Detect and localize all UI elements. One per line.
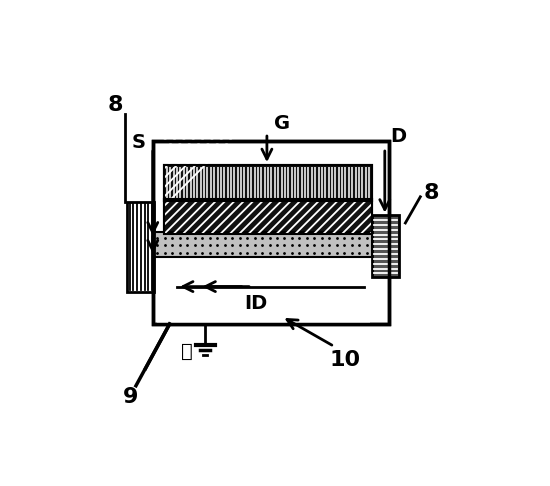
Bar (164, 165, 372, 201)
Bar (157, 255, 370, 324)
Text: ID: ID (244, 294, 267, 313)
Text: 8: 8 (424, 183, 439, 203)
Bar (153, 140, 388, 324)
Text: 8: 8 (108, 95, 123, 115)
Text: S: S (132, 133, 146, 152)
Bar (153, 140, 388, 324)
Bar (164, 199, 372, 234)
Text: 10: 10 (330, 349, 361, 369)
Text: G: G (274, 114, 290, 133)
Text: 9: 9 (123, 387, 138, 407)
Bar (164, 165, 372, 201)
Bar (164, 199, 372, 234)
Text: D: D (390, 127, 406, 146)
Bar (153, 232, 372, 257)
Bar (126, 202, 154, 292)
Bar (372, 215, 399, 277)
Text: 地: 地 (180, 342, 192, 361)
